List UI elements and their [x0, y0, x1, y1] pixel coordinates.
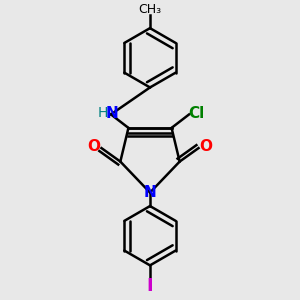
Text: H: H	[98, 106, 108, 120]
Text: I: I	[147, 277, 153, 295]
Text: O: O	[88, 139, 100, 154]
Text: Cl: Cl	[188, 106, 205, 121]
Text: N: N	[144, 185, 156, 200]
Text: N: N	[106, 106, 118, 121]
Text: CH₃: CH₃	[138, 3, 162, 16]
Text: O: O	[200, 139, 212, 154]
